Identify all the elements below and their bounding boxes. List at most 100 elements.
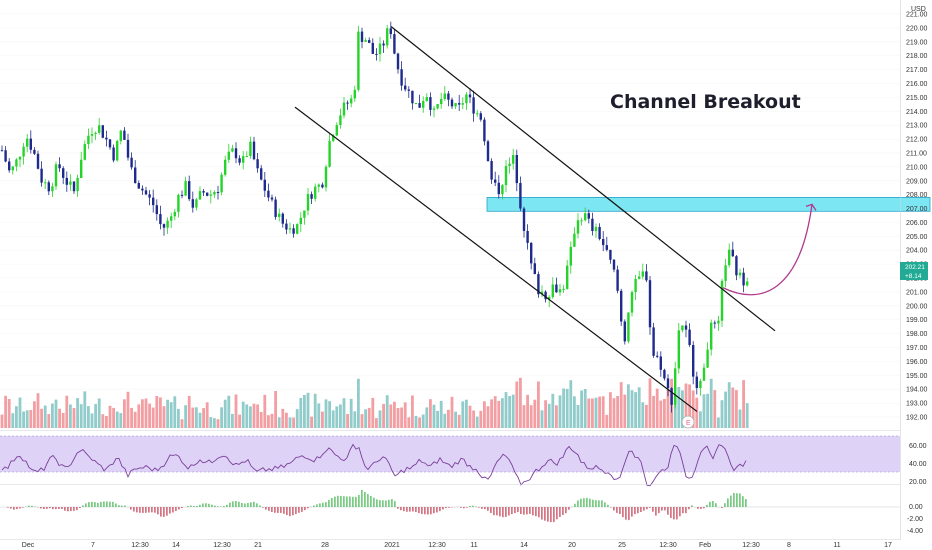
volume-bar — [630, 390, 634, 428]
volume-bar — [306, 392, 310, 428]
volume-bar — [724, 391, 727, 428]
candle-body — [569, 246, 572, 266]
volume-bar — [33, 401, 36, 428]
volume-bar — [709, 378, 713, 428]
candle-body — [137, 183, 140, 189]
price-tick: 192.00 — [906, 415, 928, 422]
macd-bar — [103, 501, 105, 507]
candle-body — [292, 228, 295, 234]
resistance-zone[interactable] — [486, 196, 931, 212]
rsi-line — [1, 443, 747, 487]
time-tick: 12:30 — [213, 542, 231, 549]
time-tick: 2021 — [384, 542, 400, 549]
projection-arrow[interactable] — [722, 204, 813, 296]
candle-body — [90, 134, 94, 136]
volume-bar — [436, 410, 439, 428]
candle-body — [227, 151, 230, 160]
price-axis[interactable]: USD 221.00 220.00 219.00 218.00 217.00 216.00… — [900, 0, 928, 540]
candle-body — [447, 93, 450, 100]
volume-bar — [555, 405, 558, 428]
macd-bar — [487, 507, 489, 511]
volume-bar — [544, 400, 547, 428]
time-tick: 8 — [787, 542, 791, 549]
candle-body — [551, 284, 554, 298]
macd-bar — [673, 507, 675, 520]
candle-body — [620, 290, 623, 322]
volume-bar — [569, 380, 573, 428]
candle-body — [731, 249, 734, 257]
candle-body — [425, 97, 428, 101]
time-tick: 20 — [568, 542, 576, 549]
volume-bar — [198, 412, 202, 428]
macd-bar — [631, 507, 633, 517]
volume-bar — [65, 395, 69, 428]
macd-bar — [253, 501, 255, 507]
macd-bar — [22, 507, 24, 508]
macd-bar — [82, 505, 84, 507]
candle-body — [684, 325, 688, 330]
candle-body — [458, 103, 461, 105]
candle-body — [630, 292, 634, 313]
candle-body — [202, 191, 205, 193]
price-tick: 205.00 — [906, 234, 928, 241]
macd-bar — [118, 505, 120, 507]
macd-bar — [586, 497, 588, 507]
macd-bar — [319, 503, 321, 507]
volume-bar — [735, 390, 738, 428]
currency-label: USD — [911, 6, 926, 13]
rsi-pane — [0, 430, 900, 487]
volume-bar — [18, 397, 22, 428]
candles — [0, 21, 749, 413]
candle-body — [537, 274, 540, 295]
volume-bar — [231, 413, 234, 428]
volume-bar — [623, 394, 627, 428]
macd-bar — [313, 505, 315, 507]
candle-body — [728, 249, 731, 266]
price-tick: 196.00 — [906, 359, 928, 366]
volume-bar — [90, 413, 94, 428]
macd-bar — [463, 507, 465, 509]
candle-body — [566, 265, 569, 289]
volume-bar — [130, 407, 133, 428]
time-axis[interactable]: Dec 7 12:30 14 12:30 21 28 2021 12:30 11 14 20 25 12:… — [0, 539, 900, 550]
macd-bar — [400, 507, 402, 511]
macd-bar — [724, 503, 726, 507]
candle-body — [490, 161, 493, 180]
macd-bar — [112, 501, 114, 507]
candle-body — [123, 130, 126, 140]
volume-bar — [717, 417, 720, 428]
macd-bar — [670, 507, 672, 518]
channel-lower-line[interactable] — [294, 106, 698, 412]
volume-bar — [141, 399, 144, 428]
channel-upper-line[interactable] — [390, 26, 776, 332]
macd-bar — [16, 507, 18, 510]
candle-body — [22, 146, 25, 157]
candle-body — [116, 141, 119, 161]
macd-bar — [154, 507, 156, 513]
macd-bar — [460, 507, 462, 508]
volume-bar — [565, 388, 569, 428]
volume-bar — [634, 392, 637, 428]
volume-bar — [385, 395, 389, 428]
volume-bar — [43, 405, 47, 428]
macd-bar — [550, 507, 552, 523]
macd-bar — [376, 499, 378, 507]
candle-body — [533, 263, 536, 275]
price-tick: 216.00 — [906, 81, 928, 88]
macd-bar — [190, 505, 192, 507]
volume-bar — [184, 405, 187, 428]
volume-bars — [0, 377, 749, 428]
candle-body — [386, 28, 389, 46]
macd-bar — [661, 507, 663, 511]
macd-bar — [379, 500, 381, 507]
macd-bar — [652, 507, 654, 512]
volume-bar — [328, 401, 331, 428]
price-tick: 214.00 — [906, 109, 928, 116]
macd-bar — [166, 507, 168, 516]
candle-body — [342, 102, 346, 116]
earnings-marker[interactable]: E — [681, 415, 695, 429]
macd-bar — [688, 507, 690, 510]
macd-bar — [85, 503, 87, 507]
macd-bar — [628, 507, 630, 521]
